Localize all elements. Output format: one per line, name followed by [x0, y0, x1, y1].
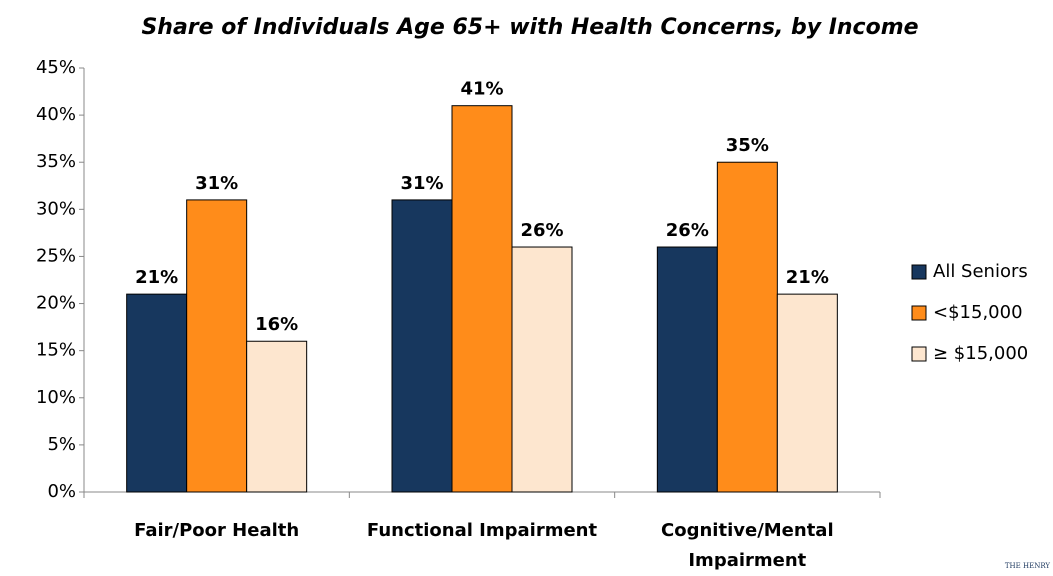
- x-tick-label: Fair/Poor Health: [134, 520, 300, 541]
- y-tick-label: 45%: [36, 57, 76, 78]
- data-label: 21%: [786, 267, 829, 288]
- y-tick-label: 15%: [36, 340, 76, 361]
- data-label: 16%: [255, 314, 298, 335]
- y-tick-label: 30%: [36, 198, 76, 219]
- data-label: 35%: [726, 135, 769, 156]
- legend-label: <$15,000: [933, 302, 1023, 323]
- data-label: 26%: [520, 220, 563, 241]
- y-tick-label: 40%: [36, 104, 76, 125]
- legend-swatch: [911, 305, 927, 321]
- bar: [776, 293, 838, 493]
- bar: [716, 161, 778, 493]
- y-tick-label: 0%: [47, 481, 76, 502]
- data-label: 41%: [460, 79, 503, 100]
- bar: [451, 105, 513, 493]
- legend-label: ≥ $15,000: [933, 343, 1028, 364]
- legend-swatch: [911, 264, 927, 280]
- y-tick-label: 10%: [36, 387, 76, 408]
- legend-swatch: [911, 346, 927, 362]
- bar: [391, 199, 453, 493]
- bar: [511, 246, 573, 493]
- y-tick-label: 20%: [36, 293, 76, 314]
- bar: [246, 340, 308, 493]
- data-label: 26%: [666, 220, 709, 241]
- x-tick-label: Cognitive/Mental Impairment: [661, 520, 834, 571]
- bar: [656, 246, 718, 493]
- bar: [186, 199, 248, 493]
- data-label: 31%: [400, 173, 443, 194]
- data-label: 31%: [195, 173, 238, 194]
- x-tick-label: Functional Impairment: [366, 520, 598, 541]
- y-tick-label: 35%: [36, 151, 76, 172]
- data-label: 21%: [135, 267, 178, 288]
- y-tick-label: 5%: [47, 434, 76, 455]
- y-tick-label: 25%: [36, 245, 76, 266]
- legend-label: All Seniors: [933, 261, 1028, 282]
- chart-title: Share of Individuals Age 65+ with Health…: [141, 15, 918, 40]
- logo: THE HENRY: [1005, 562, 1051, 570]
- bar: [126, 293, 188, 493]
